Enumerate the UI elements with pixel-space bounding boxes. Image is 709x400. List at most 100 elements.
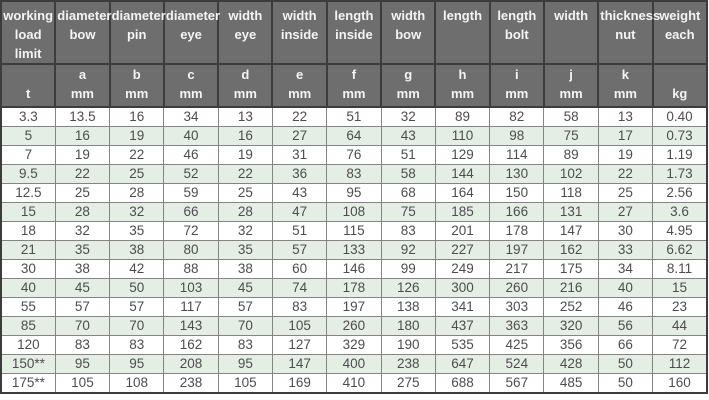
- table-cell: 524: [489, 354, 545, 374]
- table-cell: 341: [434, 297, 491, 317]
- table-cell: 23: [652, 297, 708, 317]
- table-cell: 70: [217, 316, 273, 336]
- table-cell: 74: [271, 278, 328, 298]
- table-cell: 169: [271, 373, 328, 394]
- header-unit-cell-12: kg: [651, 63, 709, 108]
- table-cell: 64: [326, 126, 382, 146]
- header-unit-cell-3: c mm: [162, 63, 220, 108]
- table-cell: 647: [434, 354, 491, 374]
- table-cell: 0.40: [652, 106, 708, 127]
- table-cell: 485: [543, 373, 599, 394]
- table-cell: 12.5: [0, 183, 56, 203]
- table-cell: 303: [489, 297, 545, 317]
- table-cell: 127: [271, 335, 328, 355]
- table-cell: 40: [597, 278, 654, 298]
- table-cell: 238: [380, 354, 436, 374]
- table-cell: 1.73: [652, 164, 708, 184]
- table-cell: 28: [217, 202, 273, 222]
- table-cell: 16: [217, 126, 273, 146]
- table-row: 3.3 13.5 16 34 13 22 51 32 89 82 58 13 0.40: [0, 106, 708, 127]
- table-body: 3.3 13.5 16 34 13 22 51 32 89 82 58 13 0.40 5 16 19 40 16…: [0, 106, 708, 394]
- table-cell: 35: [109, 221, 165, 241]
- table-cell: 51: [326, 106, 382, 127]
- header-cell-0: working load limit: [0, 0, 57, 65]
- table-cell: 58: [543, 106, 599, 127]
- header-unit-cell-1: a mm: [54, 63, 111, 108]
- table-cell: 8.11: [652, 259, 708, 279]
- table-cell: 126: [380, 278, 436, 298]
- table-cell: 425: [489, 335, 545, 355]
- table-row: 21 35 38 80 35 57 133 92 227 197 162 33 6.62: [0, 240, 708, 260]
- table-cell: 249: [434, 259, 491, 279]
- table-cell: 38: [109, 240, 165, 260]
- table-cell: 0.73: [652, 126, 708, 146]
- table-cell: 38: [217, 259, 273, 279]
- table-cell: 227: [434, 240, 491, 260]
- header-cell-9: length bolt: [488, 0, 545, 65]
- table-cell: 57: [271, 240, 328, 260]
- table-cell: 82: [489, 106, 545, 127]
- table-row: 55 57 57 117 57 83 197 138 341 303 252 46 23: [0, 297, 708, 317]
- header-unit-cell-9: i mm: [488, 63, 545, 108]
- table-cell: 162: [543, 240, 599, 260]
- table-cell: 178: [326, 278, 382, 298]
- table-cell: 34: [163, 106, 219, 127]
- table-cell: 1.19: [652, 145, 708, 165]
- table-cell: 34: [597, 259, 654, 279]
- table-cell: 52: [163, 164, 219, 184]
- table-cell: 160: [652, 373, 708, 394]
- table-cell: 329: [326, 335, 382, 355]
- table-cell: 89: [434, 106, 491, 127]
- table-cell: 50: [597, 354, 654, 374]
- table-cell: 320: [543, 316, 599, 336]
- table-cell: 112: [652, 354, 708, 374]
- table-cell: 88: [163, 259, 219, 279]
- table-cell: 197: [489, 240, 545, 260]
- table-cell: 117: [163, 297, 219, 317]
- table-cell: 22: [597, 164, 654, 184]
- table-cell: 185: [434, 202, 491, 222]
- table-cell: 51: [271, 221, 328, 241]
- table-cell: 57: [109, 297, 165, 317]
- table-cell: 83: [54, 335, 111, 355]
- table-cell: 400: [326, 354, 382, 374]
- table-cell: 32: [54, 221, 111, 241]
- table-cell: 150: [489, 183, 545, 203]
- table-cell: 22: [217, 164, 273, 184]
- table-cell: 32: [217, 221, 273, 241]
- table-cell: 217: [489, 259, 545, 279]
- table-cell: 25: [54, 183, 111, 203]
- table-cell: 50: [597, 373, 654, 394]
- table-cell: 105: [217, 373, 273, 394]
- table-cell: 688: [434, 373, 491, 394]
- table-row: 40 45 50 103 45 74 178 126 300 260 216 40 15: [0, 278, 708, 298]
- table-cell: 56: [597, 316, 654, 336]
- header-cell-4: width eye: [217, 0, 274, 65]
- table-cell: 80: [163, 240, 219, 260]
- table-cell: 70: [54, 316, 111, 336]
- table-cell: 108: [326, 202, 382, 222]
- table-cell: 178: [489, 221, 545, 241]
- table-row: 5 16 19 40 16 27 64 43 110 98 75 17 0.73: [0, 126, 708, 146]
- table-cell: 13.5: [54, 106, 111, 127]
- table-cell: 15: [0, 202, 56, 222]
- table-cell: 18: [0, 221, 56, 241]
- table-cell: 46: [597, 297, 654, 317]
- table-cell: 58: [380, 164, 436, 184]
- table-cell: 75: [543, 126, 599, 146]
- table-cell: 19: [54, 145, 111, 165]
- table-cell: 21: [0, 240, 56, 260]
- table-cell: 51: [380, 145, 436, 165]
- table-cell: 27: [271, 126, 328, 146]
- table-cell: 40: [0, 278, 56, 298]
- table-cell: 31: [271, 145, 328, 165]
- table-cell: 72: [163, 221, 219, 241]
- table-cell: 175: [543, 259, 599, 279]
- table-cell: 28: [54, 202, 111, 222]
- table-cell: 83: [380, 221, 436, 241]
- table-cell: 216: [543, 278, 599, 298]
- table-cell: 300: [434, 278, 491, 298]
- table-cell: 144: [434, 164, 491, 184]
- table-cell: 252: [543, 297, 599, 317]
